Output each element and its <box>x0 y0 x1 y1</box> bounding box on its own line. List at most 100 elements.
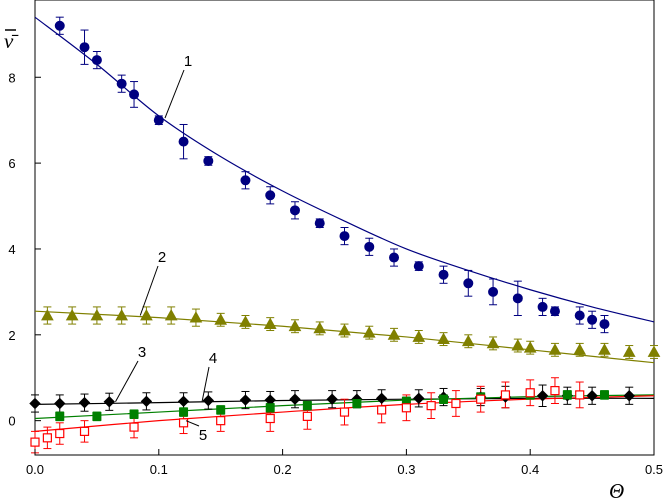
data-point-2 <box>338 323 351 336</box>
data-point-1 <box>463 278 474 289</box>
data-point-1 <box>389 252 400 263</box>
data-point-3 <box>586 390 598 402</box>
data-point-1 <box>289 205 300 216</box>
data-point-2 <box>548 343 562 355</box>
data-point-1 <box>203 155 214 166</box>
x-tick-label: 0.3 <box>397 462 415 477</box>
data-point-3 <box>103 396 115 408</box>
data-point-3 <box>326 393 338 405</box>
data-point-5 <box>42 433 52 443</box>
data-point-5 <box>377 405 387 415</box>
data-point-1 <box>265 190 276 201</box>
data-point-2 <box>189 311 203 323</box>
data-point-1 <box>438 269 449 280</box>
data-point-2 <box>90 308 104 321</box>
data-point-2 <box>461 334 475 347</box>
data-point-2 <box>511 339 525 351</box>
data-point-2 <box>647 345 661 357</box>
curve-label-1: 1 <box>164 53 192 119</box>
curve-label-4: 4 <box>201 350 217 402</box>
data-point-5 <box>451 398 461 409</box>
data-point-5 <box>79 426 90 436</box>
data-point-3 <box>375 392 388 405</box>
data-point-5 <box>302 411 312 421</box>
data-point-2 <box>164 308 178 321</box>
fit-curve-1 <box>35 16 654 323</box>
y-tick-label: 0 <box>8 414 15 429</box>
leader-line <box>185 420 200 427</box>
data-point-5 <box>216 416 226 426</box>
data-point-1 <box>549 306 560 317</box>
data-point-1 <box>79 42 90 53</box>
y-axis-label: ν̄ <box>4 29 19 53</box>
data-point-3 <box>413 392 425 405</box>
plot-frame <box>34 0 655 456</box>
data-point-1 <box>116 78 127 89</box>
data-point-1 <box>488 286 499 297</box>
y-tick-label: 4 <box>8 242 15 257</box>
data-point-3 <box>177 395 190 408</box>
data-point-1 <box>364 241 375 252</box>
y-tick-label: 6 <box>8 156 15 171</box>
curve-label-text: 1 <box>184 53 192 70</box>
data-point-3 <box>29 397 41 410</box>
data-point-4 <box>216 405 226 415</box>
data-point-5 <box>426 401 436 411</box>
leader-line <box>164 69 185 119</box>
data-point-2 <box>412 330 426 342</box>
data-point-4 <box>129 409 139 419</box>
data-point-2 <box>115 308 129 321</box>
data-point-5 <box>550 386 560 396</box>
data-point-2 <box>239 315 252 327</box>
fit-curves <box>35 16 654 432</box>
data-point-3 <box>140 395 153 408</box>
data-point-5 <box>265 413 275 424</box>
data-point-5 <box>401 403 411 413</box>
data-point-2 <box>313 321 327 334</box>
data-point-5 <box>500 390 511 400</box>
x-tick-label: 0.5 <box>645 462 663 477</box>
data-point-1 <box>574 310 585 321</box>
data-point-2 <box>523 341 537 353</box>
curve-label-text: 4 <box>209 350 217 367</box>
data-point-4 <box>92 411 102 421</box>
data-point-1 <box>240 175 251 186</box>
data-point-3 <box>623 390 635 402</box>
data-point-5 <box>575 390 585 400</box>
data-point-1 <box>178 136 189 147</box>
curve-label-3: 3 <box>115 344 146 403</box>
data-point-3 <box>239 394 252 406</box>
data-point-1 <box>153 115 164 126</box>
data-point-5 <box>55 428 65 439</box>
data-point-3 <box>289 393 301 405</box>
x-tick-label: 0.4 <box>521 462 539 477</box>
y-axis-title: ν̄ <box>4 29 19 53</box>
data-point-4 <box>562 390 572 400</box>
data-point-1 <box>129 89 140 100</box>
x-tick-label: 0.2 <box>274 462 292 477</box>
data-point-1 <box>413 261 424 272</box>
x-tick-label: 0.0 <box>26 462 44 477</box>
leader-line <box>201 366 210 402</box>
data-point-2 <box>214 313 228 325</box>
data-point-5 <box>129 422 139 432</box>
y-tick-label: 2 <box>8 328 15 343</box>
data-point-2 <box>41 308 54 321</box>
curve-label-text: 5 <box>199 427 207 444</box>
data-point-1 <box>599 319 610 330</box>
data-point-1 <box>54 20 65 31</box>
data-point-2 <box>573 343 587 355</box>
curve-label-text: 2 <box>158 249 166 266</box>
y-axis-ticks: 0 2 4 6 8 <box>8 70 41 429</box>
data-point-1 <box>339 231 350 242</box>
data-point-4 <box>265 403 275 413</box>
data-point-1 <box>537 301 548 312</box>
x-tick-label: 0.1 <box>150 462 168 477</box>
data-point-2 <box>140 308 153 321</box>
data-point-3 <box>536 390 549 402</box>
leader-line <box>139 265 159 316</box>
data-point-3 <box>54 397 66 410</box>
data-point-2 <box>65 308 79 321</box>
x-axis-label: Θ <box>609 479 624 503</box>
